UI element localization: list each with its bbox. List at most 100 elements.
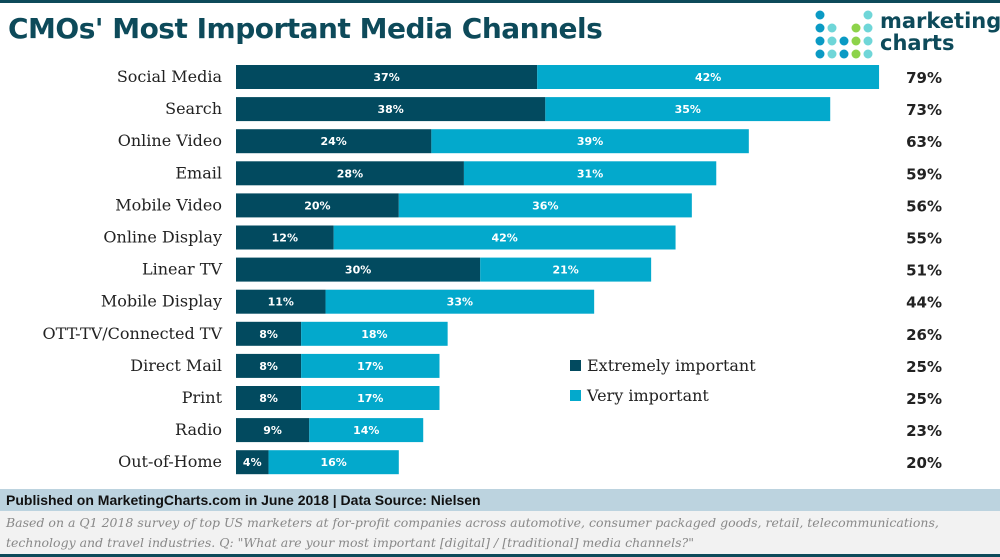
- data-label: 33%: [447, 296, 473, 309]
- category-label: Online Display: [103, 228, 222, 247]
- data-label: 8%: [259, 328, 278, 341]
- total-label: 59%: [906, 165, 942, 183]
- legend-swatch: [570, 390, 581, 401]
- logo-dot: [827, 49, 837, 59]
- bar-very-important: [537, 65, 880, 89]
- data-label: 38%: [377, 103, 403, 116]
- bar-extremely-important: [236, 289, 326, 314]
- data-label: 35%: [675, 103, 701, 116]
- bottom-border: [0, 554, 1000, 557]
- bar-extremely-important: [236, 97, 546, 122]
- data-label: 4%: [243, 456, 262, 469]
- logo-dot: [863, 49, 873, 59]
- total-label: 20%: [906, 454, 942, 472]
- bar-extremely-important: [236, 450, 269, 475]
- category-label: Direct Mail: [130, 356, 222, 375]
- logo-dot: [863, 23, 873, 33]
- bar-extremely-important: [236, 193, 399, 218]
- data-label: 42%: [491, 232, 517, 245]
- logo-dot: [815, 49, 825, 59]
- category-label: OTT-TV/Connected TV: [42, 324, 222, 343]
- logo-dot: [827, 23, 837, 33]
- logo-dot: [851, 23, 861, 33]
- bar-extremely-important: [236, 225, 334, 250]
- published-source: Published on MarketingCharts.com in June…: [0, 489, 1000, 511]
- bar-extremely-important: [236, 129, 432, 154]
- category-label: Social Media: [117, 67, 223, 86]
- data-label: 12%: [272, 232, 298, 245]
- data-label: 20%: [304, 199, 330, 212]
- stacked-bar-chart: Social Media 37% 42% 79% Search 38% 35% 73% Onli…: [42, 65, 942, 475]
- logo-dot: [863, 36, 873, 46]
- total-label: 51%: [906, 262, 942, 280]
- total-label: 79%: [906, 69, 942, 87]
- bar-very-important: [301, 321, 448, 346]
- chart-title: CMOs' Most Important Media Channels: [8, 12, 603, 45]
- bar-very-important: [309, 418, 424, 443]
- bar-extremely-important: [236, 65, 538, 89]
- category-label: Mobile Video: [115, 195, 222, 214]
- bar-extremely-important: [236, 321, 302, 346]
- bar-very-important: [480, 257, 652, 282]
- data-label: 31%: [577, 167, 603, 180]
- legend-label: Extremely important: [587, 356, 756, 375]
- total-label: 23%: [906, 422, 942, 440]
- category-label: Linear TV: [142, 260, 222, 279]
- bar-very-important: [301, 386, 440, 410]
- data-label: 14%: [353, 424, 379, 437]
- data-label: 39%: [577, 135, 603, 148]
- logo-dot: [839, 49, 849, 59]
- bar-extremely-important: [236, 161, 464, 186]
- legend-label: Very important: [586, 386, 709, 405]
- bar-very-important: [301, 353, 440, 378]
- bar-very-important: [268, 450, 399, 475]
- category-label: Out-of-Home: [118, 452, 222, 471]
- bar-very-important: [431, 129, 749, 154]
- logo-dot: [815, 23, 825, 33]
- bar-extremely-important: [236, 353, 302, 378]
- data-label: 42%: [695, 71, 721, 84]
- total-label: 55%: [906, 230, 942, 248]
- data-label: 11%: [268, 296, 294, 309]
- category-label: Mobile Display: [101, 292, 222, 311]
- logo-dot: [851, 49, 861, 59]
- bar-extremely-important: [236, 257, 481, 282]
- bar-very-important: [545, 97, 831, 122]
- logo-dot: [815, 36, 825, 46]
- data-label: 17%: [357, 360, 383, 373]
- logo-word-1: marketing: [880, 9, 1000, 33]
- bar-very-important: [398, 193, 692, 218]
- survey-note: Based on a Q1 2018 survey of top US mark…: [0, 511, 1000, 554]
- logo-dot: [827, 36, 837, 46]
- total-label: 44%: [906, 294, 942, 312]
- bar-extremely-important: [236, 386, 302, 410]
- data-label: 36%: [532, 199, 558, 212]
- logo-word-2: charts: [880, 31, 955, 55]
- logo-dot: [851, 36, 861, 46]
- category-label: Print: [182, 388, 223, 407]
- category-label: Search: [165, 99, 222, 118]
- total-label: 63%: [906, 133, 942, 151]
- data-label: 21%: [552, 264, 578, 277]
- data-label: 17%: [357, 392, 383, 405]
- data-label: 30%: [345, 264, 371, 277]
- data-label: 18%: [361, 328, 387, 341]
- total-label: 73%: [906, 101, 942, 119]
- data-label: 9%: [263, 424, 282, 437]
- logo-dot: [839, 36, 849, 46]
- total-label: 56%: [906, 197, 942, 215]
- category-label: Radio: [175, 420, 222, 439]
- marketingcharts-logo-icon: [815, 10, 873, 59]
- data-label: 37%: [373, 71, 399, 84]
- logo-dot: [863, 10, 873, 20]
- bar-very-important: [463, 161, 717, 186]
- category-label: Email: [175, 163, 222, 182]
- data-label: 24%: [321, 135, 347, 148]
- bar-very-important: [333, 225, 676, 250]
- logo-text: marketing charts: [880, 10, 1000, 54]
- logo-dot: [815, 10, 825, 20]
- total-label: 25%: [906, 390, 942, 408]
- bar-very-important: [325, 289, 595, 314]
- category-label: Online Video: [118, 131, 222, 150]
- data-label: 28%: [337, 167, 363, 180]
